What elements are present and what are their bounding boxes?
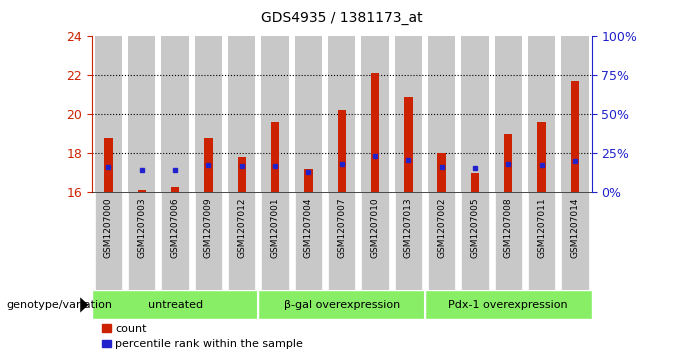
Bar (461, 192, 489, 290)
Bar (171, 187, 180, 192)
Bar (258, 290, 425, 319)
Bar (537, 122, 546, 192)
Legend: count, percentile rank within the sample: count, percentile rank within the sample (97, 319, 307, 354)
Bar (528, 192, 556, 290)
Bar (425, 290, 592, 319)
Bar (561, 36, 589, 192)
Bar (371, 73, 379, 192)
Bar (428, 36, 456, 192)
Polygon shape (80, 297, 88, 313)
Text: GSM1207004: GSM1207004 (304, 197, 313, 258)
Bar (137, 191, 146, 192)
Bar (92, 290, 258, 319)
Text: GSM1207012: GSM1207012 (237, 197, 246, 258)
Bar (228, 192, 256, 290)
Bar (261, 192, 289, 290)
Bar (261, 36, 289, 192)
Text: GDS4935 / 1381173_at: GDS4935 / 1381173_at (261, 11, 422, 25)
Bar (494, 36, 522, 192)
Bar (304, 169, 313, 192)
Bar (294, 192, 322, 290)
Text: Pdx-1 overexpression: Pdx-1 overexpression (449, 300, 568, 310)
Bar (394, 192, 422, 290)
Text: GSM1207009: GSM1207009 (204, 197, 213, 258)
Bar (571, 81, 579, 192)
Bar (294, 36, 322, 192)
Bar (194, 36, 222, 192)
Bar (471, 173, 479, 192)
Bar (361, 192, 389, 290)
Text: GSM1207007: GSM1207007 (337, 197, 346, 258)
Bar (461, 36, 489, 192)
Bar (337, 110, 346, 192)
Bar (328, 192, 356, 290)
Bar (271, 122, 279, 192)
Text: GSM1207008: GSM1207008 (504, 197, 513, 258)
Text: genotype/variation: genotype/variation (7, 300, 113, 310)
Bar (204, 138, 213, 192)
Bar (128, 36, 156, 192)
Text: β-gal overexpression: β-gal overexpression (284, 300, 400, 310)
Bar (237, 157, 246, 192)
Bar (528, 36, 556, 192)
Text: GSM1207011: GSM1207011 (537, 197, 546, 258)
Text: GSM1207003: GSM1207003 (137, 197, 146, 258)
Text: GSM1207010: GSM1207010 (371, 197, 379, 258)
Bar (361, 36, 389, 192)
Bar (228, 36, 256, 192)
Bar (394, 36, 422, 192)
Bar (328, 36, 356, 192)
Bar (504, 134, 513, 192)
Bar (428, 192, 456, 290)
Bar (561, 192, 589, 290)
Bar (95, 192, 122, 290)
Text: GSM1207005: GSM1207005 (471, 197, 479, 258)
Text: GSM1207013: GSM1207013 (404, 197, 413, 258)
Bar (404, 97, 413, 192)
Bar (494, 192, 522, 290)
Bar (161, 36, 189, 192)
Bar (161, 192, 189, 290)
Text: untreated: untreated (148, 300, 203, 310)
Text: GSM1207014: GSM1207014 (571, 197, 579, 258)
Text: GSM1207000: GSM1207000 (104, 197, 113, 258)
Bar (437, 153, 446, 192)
Text: GSM1207006: GSM1207006 (171, 197, 180, 258)
Text: GSM1207002: GSM1207002 (437, 197, 446, 258)
Bar (95, 36, 122, 192)
Text: GSM1207001: GSM1207001 (271, 197, 279, 258)
Bar (128, 192, 156, 290)
Bar (194, 192, 222, 290)
Bar (104, 138, 113, 192)
